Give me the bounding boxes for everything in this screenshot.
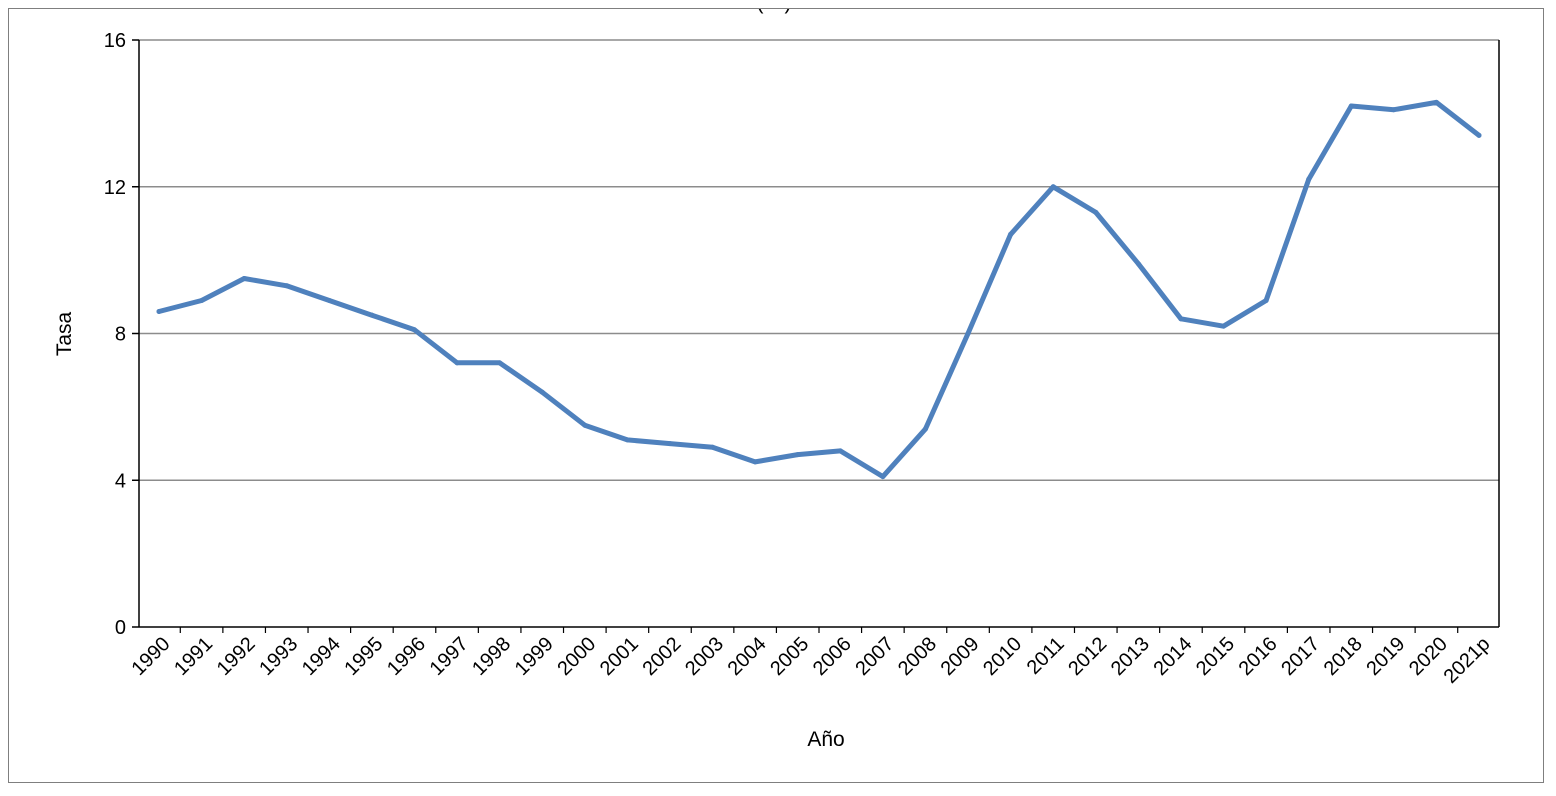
x-tick-label: 1999 (511, 633, 558, 680)
data-point (965, 331, 971, 336)
x-tick-label: 1992 (213, 633, 260, 680)
data-point (1391, 107, 1397, 113)
x-tick-label: 2015 (1192, 633, 1239, 680)
data-point (795, 452, 801, 458)
x-tick-labels: 1990199119921993199419951996199719981999… (128, 633, 1495, 688)
data-point (880, 474, 886, 480)
x-tick-label: 2018 (1320, 633, 1367, 680)
data-point (156, 308, 162, 314)
x-tick-label: 2008 (894, 633, 941, 680)
y-axis-title: Tasa (53, 312, 76, 357)
x-tick-label: 2016 (1235, 633, 1282, 680)
data-point (667, 441, 673, 447)
x-tick-label: 1990 (128, 633, 175, 680)
x-tick-label: 2003 (681, 633, 728, 680)
data-point (1476, 132, 1482, 138)
x-tick-label: 1991 (170, 633, 217, 680)
y-tick-label: 0 (115, 617, 126, 639)
x-tick-label: 2000 (553, 633, 600, 680)
y-tick-label: 4 (115, 470, 126, 492)
data-point (497, 360, 503, 366)
x-tick-label: 2012 (1064, 633, 1111, 680)
x-tick-label: 2014 (1149, 633, 1196, 680)
data-point (837, 448, 843, 454)
y-tick-label: 12 (104, 177, 126, 199)
data-point (1135, 261, 1141, 267)
x-tick-label: 1998 (468, 633, 515, 680)
chart-frame: (…) 0 4 8 12 16 1990199119921993199419951996… (8, 8, 1544, 783)
data-point (624, 437, 630, 443)
series-layer (156, 99, 1482, 480)
x-tick-label: 2021p (1440, 633, 1495, 688)
y-tick-labels: 0 4 8 12 16 (104, 30, 126, 639)
data-point (411, 327, 417, 333)
x-tick-label: 1994 (298, 633, 345, 680)
data-point (1093, 209, 1099, 215)
x-tick-label: 1993 (255, 633, 302, 680)
data-point (241, 275, 247, 281)
data-point (1050, 184, 1056, 190)
x-tick-label: 2001 (596, 633, 643, 680)
data-point (1221, 323, 1227, 329)
x-tick-label: 2010 (979, 633, 1026, 680)
axes (132, 39, 1500, 633)
data-point (284, 283, 290, 289)
x-tick-label: 2019 (1362, 633, 1409, 680)
data-point (1348, 103, 1354, 109)
data-point (1306, 176, 1312, 182)
x-tick-label: 2007 (851, 633, 898, 680)
line-chart: (…) 0 4 8 12 16 1990199119921993199419951996… (53, 9, 1500, 751)
gridlines (139, 39, 1499, 481)
data-point (1178, 316, 1184, 322)
data-point (199, 297, 205, 303)
x-tick-label: 2002 (638, 633, 685, 680)
x-tick-label: 1996 (383, 633, 430, 680)
x-tick-label: 2009 (937, 633, 984, 680)
x-tick-label: 2017 (1277, 633, 1324, 680)
data-point (454, 360, 460, 366)
data-point (1263, 297, 1269, 303)
series-line (156, 99, 1482, 480)
y-tick-label: 8 (115, 324, 126, 346)
x-tick-label: 2004 (724, 633, 771, 680)
data-point (752, 459, 758, 465)
data-point (710, 444, 716, 450)
x-tick-label: 1995 (340, 633, 387, 680)
x-axis-title: Año (807, 728, 844, 751)
data-point (539, 389, 545, 395)
x-tick-label: 1997 (426, 633, 473, 680)
data-point (326, 297, 332, 303)
y-tick-label: 16 (104, 30, 126, 52)
data-point (1008, 231, 1014, 237)
x-tick-label: 2005 (766, 633, 813, 680)
chart-title: (…) (757, 9, 792, 14)
data-point (582, 422, 588, 428)
x-tick-label: 2011 (1023, 633, 1069, 679)
data-point (369, 312, 375, 318)
x-tick-label: 2013 (1107, 633, 1154, 680)
x-tick-label: 2006 (809, 633, 856, 680)
data-point (922, 426, 928, 432)
data-point (1433, 99, 1439, 105)
